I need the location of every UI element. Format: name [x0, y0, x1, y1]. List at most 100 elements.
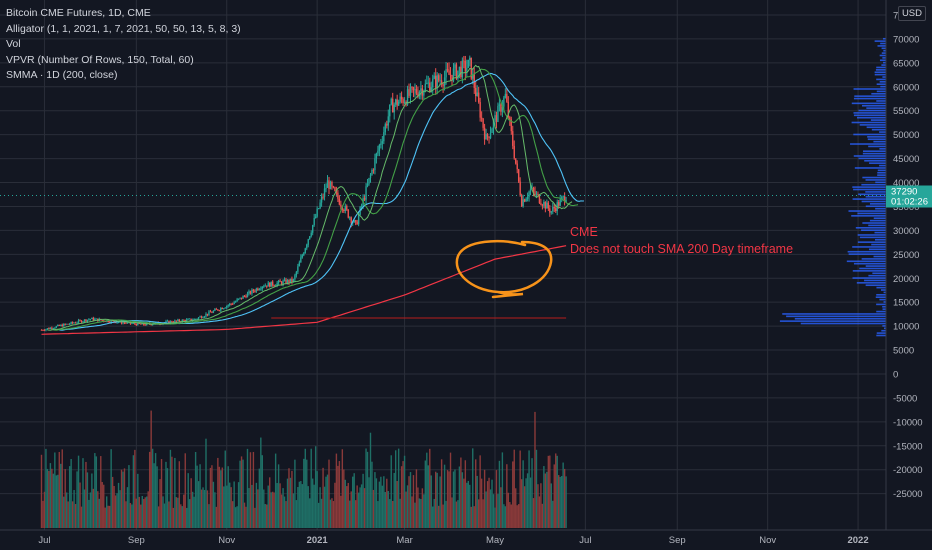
- volume-bar: [242, 459, 244, 528]
- vpvr-bar: [852, 277, 886, 279]
- candle-body: [279, 280, 281, 282]
- volume-bar: [294, 459, 296, 528]
- volume-bar: [543, 466, 545, 528]
- vpvr-bar: [865, 195, 886, 198]
- volume-bar: [332, 501, 335, 528]
- volume-bar: [64, 469, 66, 528]
- candle-body: [309, 236, 311, 240]
- volume-bar: [257, 489, 259, 528]
- volume-bar: [107, 505, 109, 528]
- legend-smma[interactable]: SMMA · 1D (200, close): [6, 69, 118, 81]
- candle-body: [137, 322, 139, 326]
- candle-body: [360, 205, 363, 207]
- volume-bar: [288, 468, 290, 528]
- volume-bar: [280, 494, 283, 528]
- x-tick-label: Nov: [759, 535, 776, 546]
- vpvr-bar: [870, 119, 886, 121]
- currency-button[interactable]: USD: [897, 6, 926, 21]
- volume-bar: [141, 495, 143, 528]
- volume-bar: [472, 448, 474, 528]
- legend-title[interactable]: Bitcoin CME Futures, 1D, CME: [6, 7, 151, 19]
- volume-bar: [306, 459, 308, 528]
- candle-body: [138, 322, 141, 324]
- volume-bar: [449, 452, 452, 528]
- candle-body: [319, 202, 321, 209]
- volume-bar: [203, 489, 206, 528]
- volume-bar: [506, 464, 508, 528]
- vpvr-bar: [869, 162, 886, 164]
- volume-bar: [350, 491, 352, 528]
- candle-body: [131, 323, 133, 325]
- volume-bar: [347, 482, 349, 528]
- volume-bar: [297, 486, 299, 528]
- volume-bar: [236, 506, 238, 528]
- candle-body: [85, 319, 87, 322]
- volume-bar: [70, 459, 72, 528]
- candle-body: [92, 317, 95, 321]
- volume-bar: [52, 473, 55, 528]
- volume-bar: [406, 485, 409, 528]
- volume-bar: [417, 487, 419, 528]
- candle-body: [555, 208, 557, 212]
- volume-bar: [264, 504, 266, 528]
- volume-bar: [212, 481, 215, 528]
- vpvr-bar: [862, 222, 886, 224]
- candle-body: [51, 327, 53, 329]
- vpvr-bar: [854, 95, 886, 97]
- volume-bar: [206, 490, 209, 528]
- candle-body: [64, 323, 66, 325]
- volume-bar: [501, 452, 504, 528]
- volume-bar: [122, 471, 124, 528]
- candle-body: [240, 297, 243, 299]
- candle-body: [266, 285, 268, 287]
- volume-bar: [470, 506, 472, 528]
- volume-bar: [483, 469, 486, 528]
- volume-bar: [498, 460, 501, 528]
- candle-body: [424, 83, 427, 91]
- volume-bar: [546, 471, 548, 528]
- candle-body: [510, 119, 512, 132]
- vpvr-bar: [863, 150, 886, 153]
- volume-bar: [166, 468, 169, 528]
- candle-body: [214, 309, 216, 311]
- volume-bar: [504, 506, 507, 528]
- volume-bar: [193, 496, 195, 528]
- volume-bar: [420, 499, 422, 528]
- x-tick-label: 2021: [307, 535, 329, 546]
- candle-body: [65, 323, 68, 325]
- volume-bar: [196, 465, 198, 528]
- legend-vpvr[interactable]: VPVR (Number Of Rows, 150, Total, 60): [6, 53, 194, 66]
- candle-body: [263, 286, 265, 288]
- volume-bar: [480, 478, 483, 528]
- volume-bar: [448, 471, 450, 528]
- candle-body: [237, 298, 240, 300]
- candle-body: [251, 289, 253, 294]
- volume-bar: [291, 470, 293, 528]
- volume-bar: [466, 482, 468, 528]
- volume-bar: [357, 492, 360, 528]
- candle-body: [273, 285, 275, 287]
- legend-vol[interactable]: Vol: [6, 38, 21, 50]
- volume-bar: [135, 498, 138, 528]
- candle-body: [260, 288, 262, 290]
- candle-body: [516, 163, 518, 170]
- volume-bar: [205, 438, 207, 528]
- candle-body: [500, 104, 502, 112]
- volume-bar: [366, 451, 369, 528]
- legend-alligator[interactable]: Alligator (1, 1, 2021, 1, 7, 2021, 50, 5…: [6, 22, 241, 35]
- candle-body: [276, 282, 278, 286]
- volume-bar: [394, 450, 397, 528]
- volume-bar: [565, 476, 567, 528]
- volume-bar: [423, 494, 425, 528]
- volume-bar: [341, 449, 344, 528]
- volume-bar: [532, 498, 535, 528]
- volume-bar: [200, 489, 203, 528]
- volume-bar: [60, 463, 62, 528]
- volume-bar: [147, 491, 149, 528]
- candle-body: [177, 319, 179, 321]
- vpvr-bar: [861, 200, 886, 203]
- vpvr-bar: [874, 71, 886, 74]
- candle-body: [470, 57, 472, 79]
